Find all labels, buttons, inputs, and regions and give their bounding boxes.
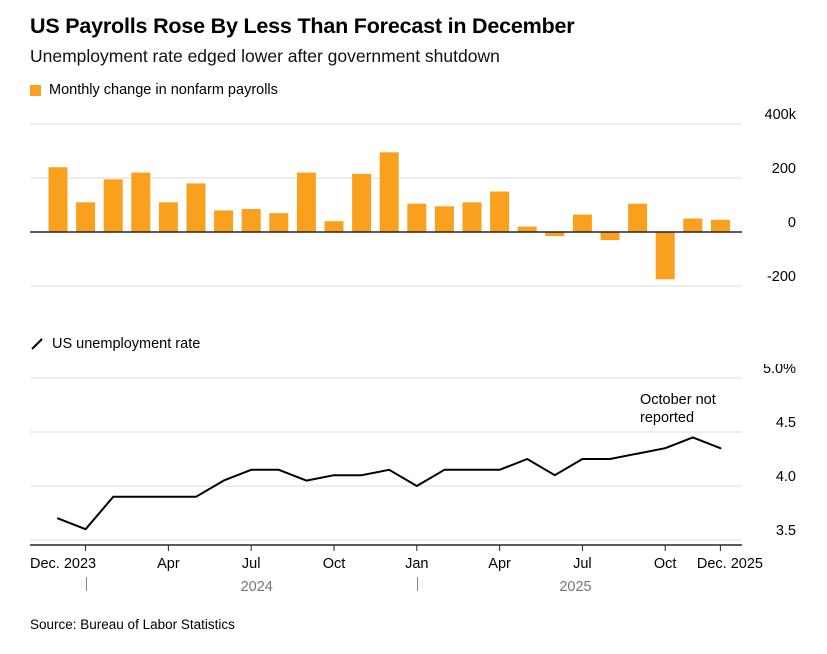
payroll-bar	[600, 232, 620, 241]
payroll-bar	[296, 172, 316, 232]
payroll-bar	[186, 183, 206, 232]
y-tick-label: 3.5	[776, 523, 796, 539]
payroll-bar	[434, 206, 454, 232]
unemployment-legend: US unemployment rate	[30, 336, 797, 352]
annotation-line2: reported	[640, 409, 695, 426]
x-tick-label: Oct	[653, 556, 677, 572]
y-tick-label: 4.5	[776, 415, 796, 431]
year-label: 2024	[240, 579, 273, 595]
year-divider-tick	[85, 577, 88, 591]
payroll-bar	[76, 202, 96, 232]
payroll-bar	[517, 226, 537, 232]
unemployment-line	[57, 436, 722, 531]
payrolls-legend: Monthly change in nonfarm payrolls	[30, 82, 797, 98]
payroll-bar	[214, 210, 234, 232]
x-axis-labels: Dec. 2023 Apr Jul Oct Jan Apr Jul Oct Dec. 2025	[30, 556, 797, 574]
payroll-bar	[545, 232, 565, 237]
payroll-bar	[158, 202, 178, 232]
y-tick-label: 5.0%	[763, 364, 796, 377]
x-tick-label: Dec. 2025	[696, 556, 763, 572]
payroll-bar	[572, 214, 592, 233]
y-tick-label: -200	[767, 269, 796, 285]
payroll-bar	[655, 232, 675, 280]
unemployment-line-chart: 5.0% 4.5 4.0 3.5	[30, 364, 796, 551]
payrolls-legend-label: Monthly change in nonfarm payrolls	[49, 82, 278, 98]
payroll-bar	[103, 179, 123, 232]
payroll-bar	[683, 218, 703, 232]
payroll-bar	[48, 167, 68, 232]
annotation-line1: October not	[640, 392, 716, 408]
year-label: 2025	[559, 579, 592, 595]
y-tick-label: 0	[788, 215, 796, 231]
payroll-bar	[379, 152, 399, 232]
x-tick-label: Apr	[488, 556, 511, 572]
payroll-bar	[628, 203, 648, 233]
source-line: Source: Bureau of Labor Statistics	[30, 617, 235, 632]
x-tick-label: Jul	[573, 556, 592, 572]
x-tick-label: Dec. 2023	[30, 556, 97, 572]
payroll-bar	[462, 202, 482, 232]
payroll-bar	[710, 219, 730, 232]
unemployment-legend-label: US unemployment rate	[52, 336, 201, 352]
payroll-bar	[324, 221, 344, 232]
chart-subtitle: Unemployment rate edged lower after gove…	[30, 46, 500, 66]
payroll-bar	[490, 191, 510, 232]
chart-title: US Payrolls Rose By Less Than Forecast i…	[30, 14, 575, 38]
unemployment-line-chart-area: 5.0% 4.5 4.0 3.5 October not reported	[30, 364, 797, 554]
payrolls-legend-swatch-icon	[30, 84, 41, 96]
unemployment-legend-line-icon	[31, 338, 43, 350]
payroll-bar	[241, 209, 261, 232]
payroll-bar	[269, 213, 289, 232]
october-not-reported-annotation: October not reported	[640, 392, 716, 427]
x-tick-label: Apr	[157, 556, 180, 572]
year-markers-row: 2024 2025	[30, 577, 797, 599]
x-tick-label: Jan	[405, 556, 429, 572]
payroll-bar	[352, 173, 372, 232]
y-tick-label: 400k	[765, 107, 797, 123]
payroll-bar	[131, 172, 151, 232]
payroll-bar	[407, 203, 427, 233]
x-tick-label: Jul	[241, 556, 261, 572]
payrolls-bar-chart: 400k 200 0 -200	[30, 107, 797, 287]
y-tick-label: 200	[772, 161, 796, 177]
x-tick-label: Oct	[322, 556, 346, 572]
year-divider-tick	[416, 577, 419, 591]
y-tick-label: 4.0	[776, 469, 796, 485]
